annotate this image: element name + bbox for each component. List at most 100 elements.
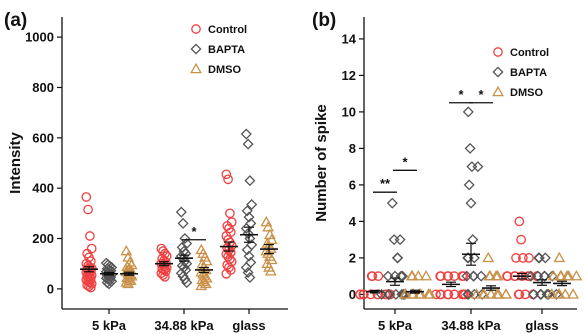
significance-label-b-1: *: [402, 154, 408, 169]
significance-label-a-0: *: [191, 224, 197, 239]
data-point-b-control: [458, 271, 469, 281]
data-point-a-control: [224, 262, 234, 273]
data-point-b-control: [355, 289, 365, 300]
data-point-b-bapta: [465, 197, 477, 209]
data-point-b-dmso: [483, 270, 496, 281]
legend-marker-b-dmso: [492, 85, 504, 97]
data-point-b-control: [435, 271, 446, 281]
data-point-a-dmso: [122, 277, 135, 289]
data-point-b-dmso: [552, 288, 565, 299]
series-a-control-0: [81, 192, 97, 293]
series-a-bapta-2: [240, 128, 258, 284]
data-point-b-bapta: [392, 252, 404, 264]
y-tick-label-b-4: 4: [349, 214, 357, 229]
data-point-a-bapta: [179, 232, 191, 245]
data-point-b-dmso: [424, 288, 436, 299]
y-tick-label-b-10: 10: [342, 104, 356, 119]
series-a-control-2: [221, 169, 237, 279]
data-point-a-bapta: [241, 205, 253, 217]
y-tick-label-b-14: 14: [342, 31, 357, 46]
legend-label-a-control: Control: [208, 24, 247, 36]
x-tick-label-a-2: glass: [232, 318, 265, 333]
legend-marker-a-dmso: [190, 62, 202, 74]
series-b-control-1: [431, 271, 470, 300]
data-point-a-control: [223, 174, 233, 185]
data-point-b-control: [516, 234, 526, 245]
data-point-b-bapta: [525, 270, 537, 282]
panel-label-a: (a): [4, 10, 27, 31]
data-point-b-dmso: [482, 251, 495, 263]
y-tick-label-a-0: 0: [47, 281, 54, 296]
data-point-b-dmso: [491, 270, 504, 281]
data-point-b-dmso: [559, 288, 572, 299]
data-point-b-control: [435, 289, 446, 300]
data-point-b-bapta: [533, 252, 545, 264]
data-point-b-dmso: [547, 270, 560, 281]
data-point-b-dmso: [567, 288, 580, 299]
data-point-a-control: [221, 169, 232, 180]
y-tick-label-b-2: 2: [349, 250, 356, 265]
panel-label-b: (b): [312, 10, 336, 31]
data-point-b-dmso: [485, 288, 497, 299]
significance-label-b-0: **: [380, 176, 391, 191]
data-point-b-control: [518, 253, 528, 263]
data-point-a-control: [81, 192, 92, 202]
data-point-a-dmso: [199, 277, 212, 289]
data-point-b-bapta: [375, 288, 388, 300]
data-point-a-bapta: [179, 273, 191, 285]
data-point-a-bapta: [177, 217, 189, 229]
data-point-b-bapta: [472, 161, 484, 173]
data-point-a-control: [84, 281, 94, 292]
data-point-a-bapta: [243, 211, 255, 223]
significance-label-b-3: *: [478, 87, 484, 102]
data-point-a-control: [221, 268, 232, 279]
y-tick-label-b-0: 0: [349, 287, 356, 302]
y-axis-title-b: Number of spike: [313, 104, 330, 222]
y-axis-title-a: Intensity: [7, 132, 24, 194]
data-point-b-dmso: [470, 288, 483, 299]
data-point-b-dmso: [399, 288, 412, 299]
data-point-a-bapta: [241, 244, 253, 256]
legend-marker-b-control: [493, 47, 503, 57]
data-point-a-dmso: [120, 244, 133, 256]
data-point-a-control: [225, 208, 235, 219]
data-point-a-control: [160, 271, 170, 282]
x-tick-label-b-2: glass: [525, 318, 558, 333]
data-point-b-control: [442, 271, 453, 281]
legend-label-b-control: Control: [510, 47, 549, 59]
data-point-a-control: [86, 243, 97, 254]
data-point-a-dmso: [120, 276, 133, 287]
data-point-a-bapta: [243, 250, 255, 262]
data-point-b-bapta: [386, 197, 398, 209]
legend-marker-a-bapta: [190, 43, 202, 55]
data-point-b-bapta: [543, 288, 555, 300]
y-tick-label-a-1000: 1000: [25, 30, 54, 45]
data-point-a-dmso: [195, 279, 208, 291]
data-point-b-control: [366, 271, 377, 281]
data-point-b-bapta: [464, 142, 476, 154]
data-point-b-bapta: [395, 270, 407, 282]
legend-label-a-dmso: DMSO: [208, 64, 241, 76]
data-point-b-dmso: [406, 288, 419, 299]
data-point-b-control: [373, 271, 384, 281]
data-point-a-dmso: [262, 221, 275, 232]
data-point-b-bapta: [394, 234, 406, 246]
data-point-a-bapta: [242, 227, 254, 240]
y-tick-label-a-200: 200: [32, 231, 54, 246]
data-point-a-bapta: [242, 138, 254, 150]
legend-label-b-dmso: DMSO: [510, 87, 543, 99]
data-point-b-bapta: [461, 270, 473, 282]
data-point-b-bapta: [462, 288, 474, 300]
data-point-a-control: [85, 277, 95, 288]
data-point-b-control: [442, 289, 453, 300]
series-b-dmso-1: [470, 251, 512, 299]
data-point-a-bapta: [240, 261, 252, 273]
data-point-b-dmso: [562, 270, 575, 281]
data-point-a-bapta: [181, 277, 193, 289]
legend-label-a-bapta: BAPTA: [208, 44, 245, 56]
y-tick-label-b-8: 8: [349, 141, 356, 156]
data-point-b-control: [502, 271, 512, 281]
data-point-a-control: [158, 270, 168, 280]
data-point-b-dmso: [477, 288, 490, 299]
